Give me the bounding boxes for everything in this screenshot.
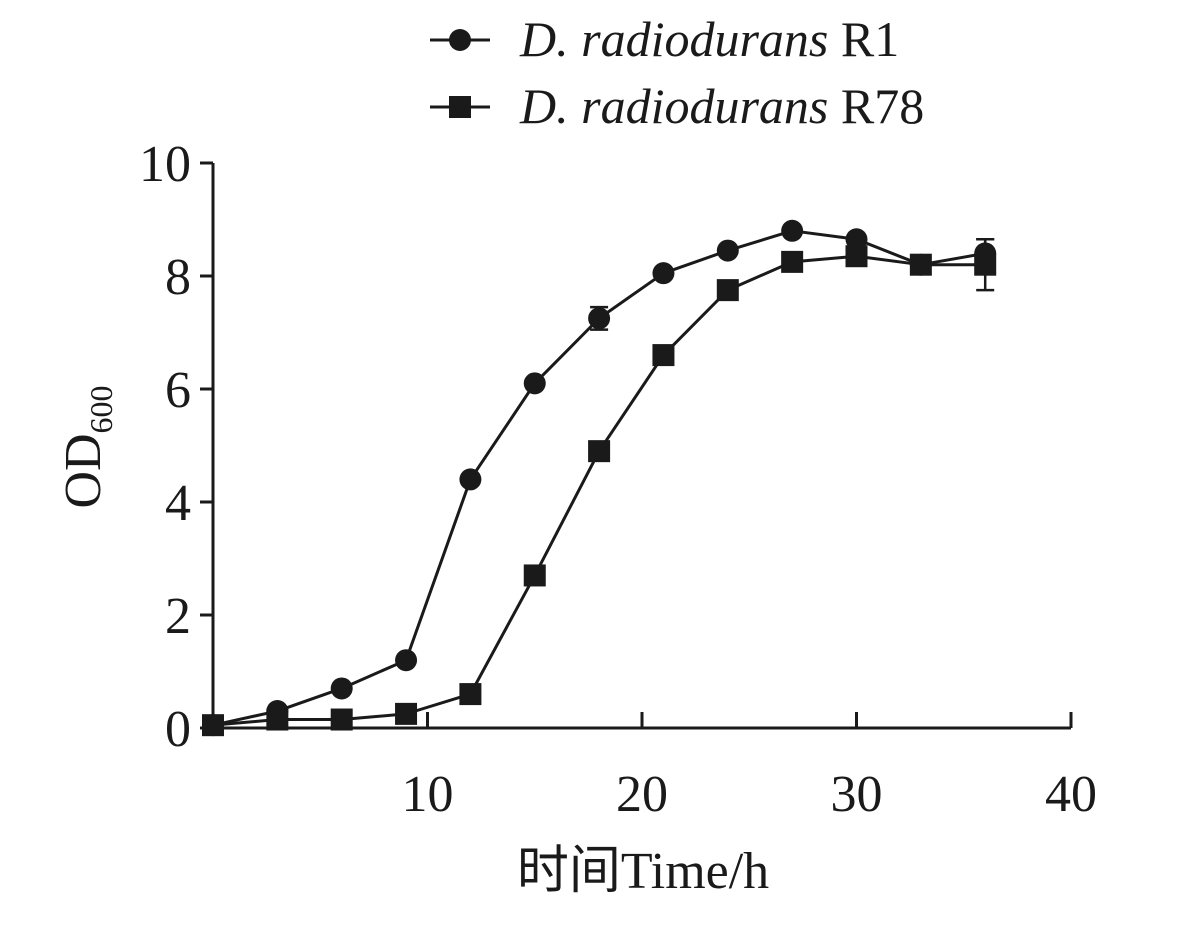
- data-point: [781, 219, 804, 242]
- y-axis-title: OD600: [55, 385, 119, 508]
- data-point: [459, 683, 482, 706]
- data-point: [781, 250, 804, 273]
- data-point: [395, 702, 418, 725]
- legend-entry-1: D. radiodurans R1: [430, 11, 899, 67]
- data-point: [588, 440, 611, 463]
- series-layer: [202, 219, 997, 737]
- data-point: [652, 344, 675, 367]
- data-point: [459, 468, 482, 491]
- y-tick-label: 0: [165, 701, 191, 758]
- x-axis-title: 时间Time/h: [517, 843, 769, 900]
- axes: [211, 163, 1071, 730]
- data-point: [523, 372, 546, 395]
- data-point: [202, 714, 224, 737]
- x-tick-label: 10: [402, 766, 454, 823]
- legend: D. radiodurans R1D. radiodurans R78: [430, 11, 924, 134]
- y-tick-label: 8: [165, 249, 191, 306]
- data-point: [716, 239, 739, 262]
- data-point: [330, 708, 353, 731]
- legend-label-strain: R78: [828, 78, 924, 134]
- data-point: [845, 245, 868, 268]
- data-point: [845, 228, 868, 251]
- y-axis-title-subscript: 600: [83, 385, 119, 433]
- data-point: [523, 564, 546, 587]
- legend-marker: [449, 29, 471, 51]
- data-point: [395, 649, 418, 672]
- series-line: [212, 229, 986, 727]
- x-tick-label: 20: [616, 766, 668, 823]
- y-tick-label: 2: [165, 588, 191, 645]
- legend-marker: [449, 96, 471, 118]
- y-axis-title-main: OD: [55, 433, 112, 508]
- y-ticks: 0 2 4 6 8 10: [139, 136, 213, 758]
- data-point: [588, 307, 611, 330]
- series-2: [202, 238, 997, 737]
- legend-label: D. radiodurans R78: [519, 78, 924, 134]
- legend-label-strain: R1: [828, 11, 899, 67]
- data-point: [266, 708, 289, 731]
- data-point: [330, 677, 353, 700]
- legend-entry-2: D. radiodurans R78: [430, 78, 924, 134]
- legend-label-species: D. radiodurans: [519, 11, 828, 67]
- data-point: [974, 253, 997, 276]
- data-point: [652, 262, 675, 285]
- y-tick-label: 6: [165, 362, 191, 419]
- legend-label-species: D. radiodurans: [519, 78, 828, 134]
- data-point: [716, 279, 739, 302]
- series-1: [202, 219, 997, 737]
- data-point: [909, 253, 932, 276]
- x-tick-label: 30: [831, 766, 883, 823]
- x-tick-label: 40: [1045, 766, 1097, 823]
- y-tick-label: 4: [165, 475, 191, 532]
- legend-label: D. radiodurans R1: [519, 11, 899, 67]
- y-tick-label: 10: [139, 136, 191, 193]
- x-ticks: 10 20 30 40: [402, 712, 1097, 823]
